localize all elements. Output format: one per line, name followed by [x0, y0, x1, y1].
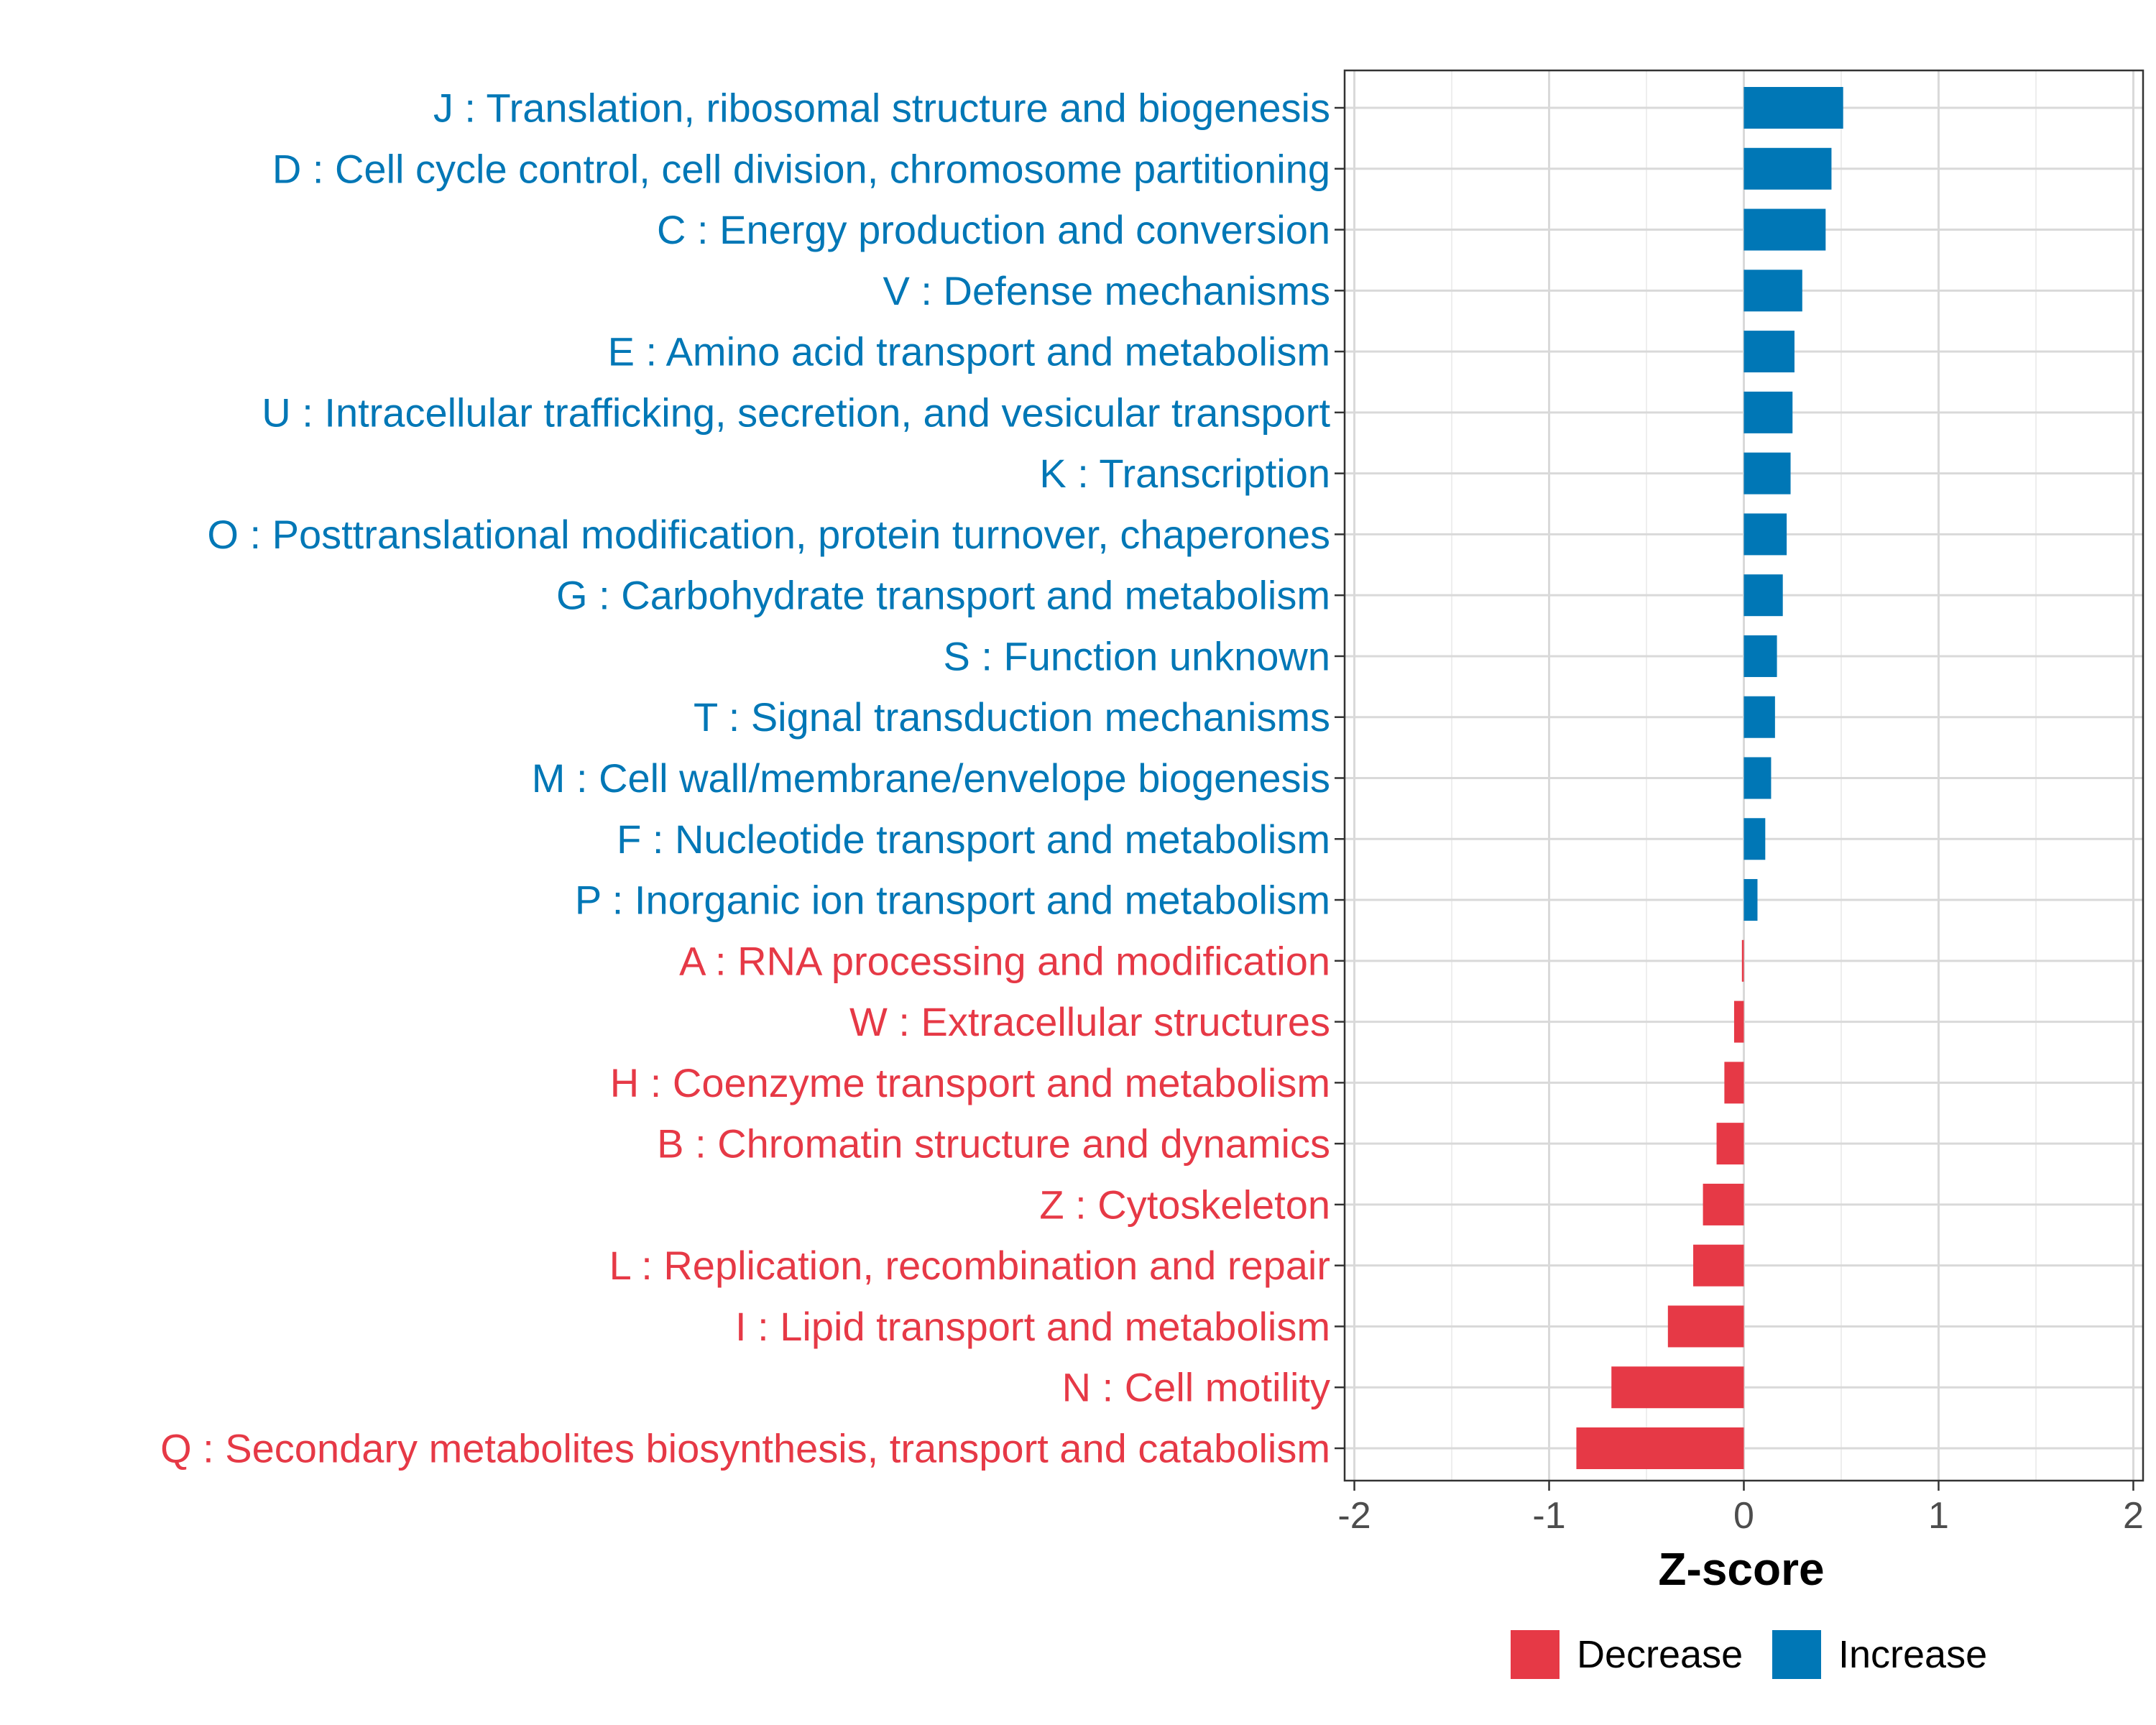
category-label: U : Intracellular trafficking, secretion… [262, 390, 1330, 435]
bar [1703, 1183, 1744, 1225]
category-label: S : Function unknown [943, 633, 1330, 678]
legend-key-increase [1772, 1630, 1821, 1679]
category-label: B : Chromatin structure and dynamics [657, 1121, 1330, 1167]
bar [1733, 1000, 1744, 1043]
category-label: E : Amino acid transport and metabolism [608, 329, 1330, 374]
bar [1743, 391, 1793, 433]
category-label: N : Cell motility [1062, 1365, 1330, 1410]
bar [1743, 87, 1843, 129]
category-label: H : Coenzyme transport and metabolism [610, 1060, 1330, 1105]
bar [1741, 939, 1744, 982]
category-label: M : Cell wall/membrane/envelope biogenes… [532, 755, 1330, 801]
category-label: P : Inorganic ion transport and metaboli… [575, 878, 1330, 923]
bars [1576, 87, 1843, 1469]
bar [1667, 1305, 1744, 1348]
category-label: C : Energy production and conversion [657, 207, 1330, 252]
category-label: W : Extracellular structures [849, 999, 1330, 1044]
legend-label-decrease: Decrease [1577, 1633, 1743, 1676]
category-label: J : Translation, ribosomal structure and… [433, 86, 1330, 131]
x-axis-title: Z-score [1658, 1543, 1824, 1595]
y-axis-category-labels: J : Translation, ribosomal structure and… [160, 86, 1330, 1471]
bar [1743, 818, 1766, 860]
bar [1743, 879, 1758, 921]
category-label: G : Carbohydrate transport and metabolis… [556, 573, 1330, 618]
bar [1743, 331, 1795, 373]
category-label: D : Cell cycle control, cell division, c… [272, 146, 1330, 191]
bar [1743, 635, 1777, 677]
x-axis-ticks: -2 -1 0 1 2 [1337, 1481, 2144, 1537]
bar [1724, 1062, 1744, 1104]
category-label: V : Defense mechanisms [883, 268, 1330, 313]
bar [1743, 208, 1826, 251]
category-label: T : Signal transduction mechanisms [694, 694, 1330, 740]
x-tick-label: -2 [1337, 1495, 1370, 1537]
bar [1743, 513, 1787, 556]
category-label: I : Lipid transport and metabolism [735, 1304, 1330, 1349]
bar [1743, 270, 1802, 312]
bar [1743, 696, 1775, 738]
category-label: A : RNA processing and modification [679, 938, 1330, 983]
category-label: O : Posttranslational modification, prot… [207, 512, 1330, 557]
bar [1743, 574, 1783, 617]
bar [1743, 757, 1772, 799]
x-tick-label: -1 [1532, 1495, 1565, 1537]
category-label: K : Transcription [1039, 451, 1330, 496]
bar [1576, 1427, 1744, 1469]
bar [1743, 147, 1832, 190]
bar [1716, 1123, 1744, 1165]
category-label: L : Replication, recombination and repai… [609, 1243, 1330, 1288]
x-tick-label: 0 [1733, 1495, 1754, 1537]
bar [1743, 452, 1791, 494]
bar [1611, 1366, 1744, 1409]
y-axis-ticks [1335, 106, 1345, 1450]
bar [1693, 1244, 1744, 1287]
legend-label-increase: Increase [1838, 1633, 1987, 1676]
category-label: Q : Secondary metabolites biosynthesis, … [160, 1426, 1330, 1471]
legend: Decrease Increase [1511, 1630, 1987, 1679]
x-tick-label: 1 [1928, 1495, 1949, 1537]
legend-key-decrease [1511, 1630, 1560, 1679]
category-label: F : Nucleotide transport and metabolism [617, 816, 1330, 862]
x-tick-label: 2 [2123, 1495, 2144, 1537]
category-label: Z : Cytoskeleton [1039, 1182, 1330, 1227]
